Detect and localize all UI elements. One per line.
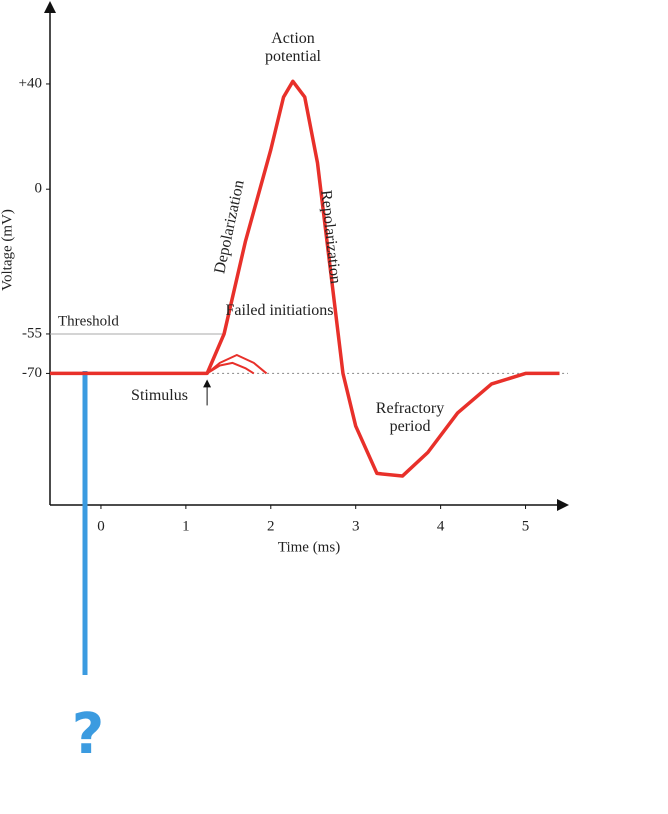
y-tick-label: 0	[35, 181, 43, 197]
annotation: Stimulus	[131, 387, 188, 404]
x-tick-label: 4	[437, 518, 445, 534]
y-tick-label: +40	[19, 75, 42, 91]
x-tick-label: 2	[267, 518, 275, 534]
question-mark: ?	[72, 702, 104, 767]
y-tick-label: -70	[22, 365, 42, 381]
y-tick-label: -55	[22, 325, 42, 341]
voltage-line	[50, 79, 560, 478]
x-tick-label: 5	[522, 518, 530, 534]
x-tick-label: 3	[352, 518, 360, 534]
threshold-label: Threshold	[58, 313, 119, 329]
x-tick-label: 0	[97, 518, 105, 534]
annotation: Failed initiations	[225, 302, 334, 319]
voltage-line	[206, 361, 255, 375]
y-axis-label: Voltage (mV)	[0, 209, 15, 291]
x-tick-label: 1	[182, 518, 190, 534]
x-axis-label: Time (ms)	[278, 539, 340, 555]
voltage-line	[206, 354, 268, 375]
annotation: Action potential	[265, 30, 321, 65]
annotation: Refractory period	[375, 400, 445, 435]
